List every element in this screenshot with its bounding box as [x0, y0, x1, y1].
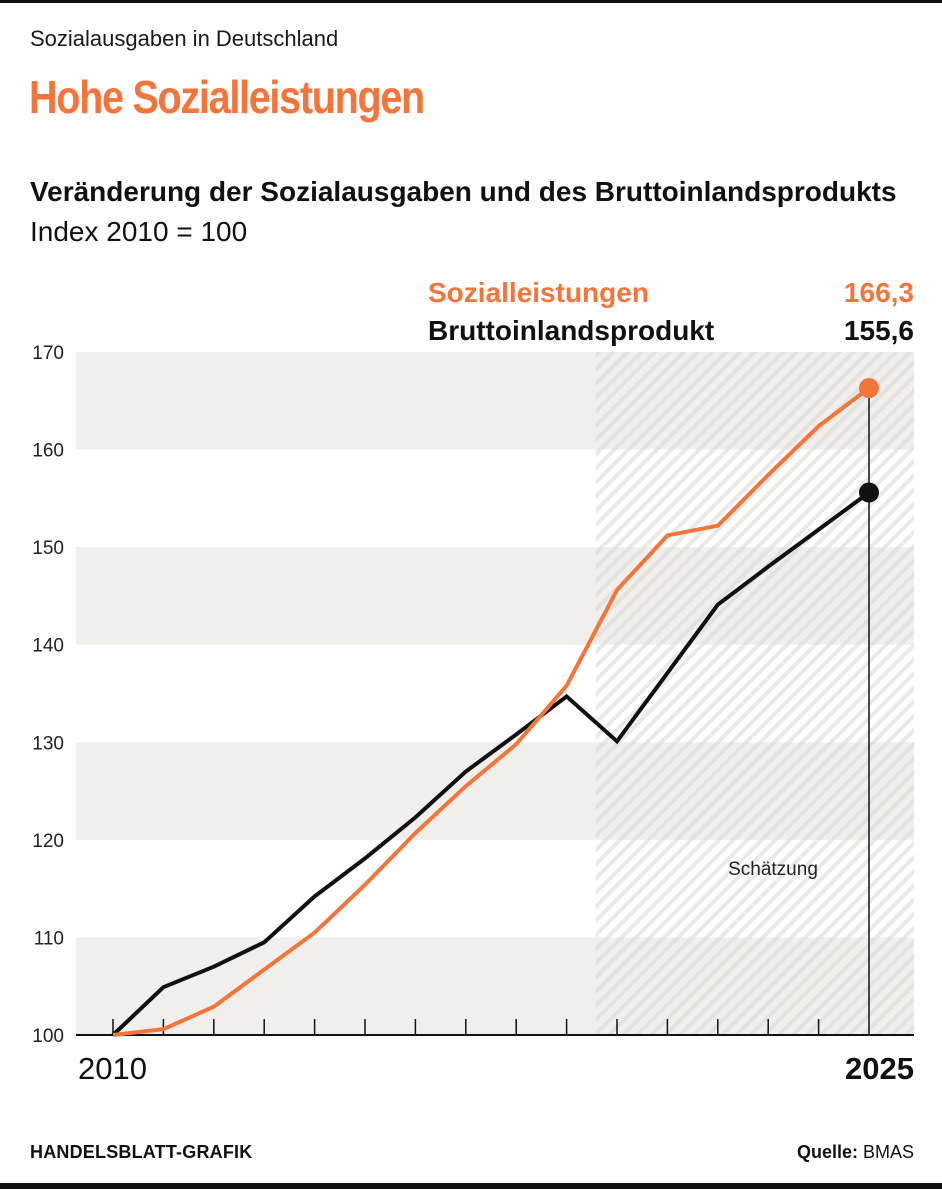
series-line-bruttoinlandsprodukt: [111, 490, 871, 1037]
legend-label: Sozialleistungen: [428, 277, 649, 308]
end-dot-sozialleistungen: [859, 378, 879, 399]
series-lines: [111, 386, 871, 1037]
source: Quelle: BMAS: [797, 1142, 914, 1163]
source-value: BMAS: [862, 1142, 914, 1162]
y-tick-label: 100: [32, 1026, 64, 1047]
legend-item-bip: Bruttoinlandsprodukt 155,6: [428, 312, 914, 350]
x-axis-labels: 2010 2025: [78, 1051, 914, 1086]
top-rule: [0, 0, 942, 3]
source-label: Quelle:: [796, 1142, 858, 1162]
bottom-rule: [0, 1183, 942, 1189]
chart-subtitle: Veränderung der Sozialausgaben und des B…: [30, 172, 942, 252]
legend-item-sozialleistungen: Sozialleistungen 166,3: [428, 274, 914, 312]
y-tick-label: 110: [34, 928, 64, 949]
credit: HANDELSBLATT-GRAFIK: [30, 1142, 253, 1162]
forecast-label: Schätzung: [728, 859, 818, 880]
legend-value: 166,3: [843, 277, 914, 308]
y-tick-label: 140: [32, 636, 64, 657]
series-line-sozialleistungen: [112, 386, 871, 1037]
series-end-dots: [859, 378, 879, 503]
y-tick-label: 150: [32, 538, 64, 559]
subtitle-bold: Veränderung der Sozialausgaben und des B…: [30, 176, 897, 207]
forecast-region: [595, 352, 914, 1035]
x-axis-ticks: [112, 1019, 820, 1035]
y-tick-label: 120: [32, 831, 64, 852]
subtitle-unit: Index 2010 = 100: [30, 216, 248, 247]
y-axis: 100 110 120 130 140 150 160 170: [32, 343, 64, 1047]
legend: Sozialleistungen 166,3 Bruttoinlandsprod…: [428, 274, 914, 350]
legend-value: 155,6: [843, 315, 914, 346]
end-dot-bruttoinlandsprodukt: [859, 482, 879, 503]
x-tick-label: 2025: [845, 1051, 914, 1086]
legend-label: Bruttoinlandsprodukt: [428, 315, 715, 346]
headline: Hohe Sozialleistungen: [29, 71, 425, 123]
x-tick-label: 2010: [78, 1051, 147, 1086]
kicker: Sozialausgaben in Deutschland: [30, 26, 339, 51]
y-tick-label: 130: [32, 733, 64, 754]
y-tick-label: 160: [32, 441, 64, 462]
y-tick-label: 170: [32, 343, 64, 364]
